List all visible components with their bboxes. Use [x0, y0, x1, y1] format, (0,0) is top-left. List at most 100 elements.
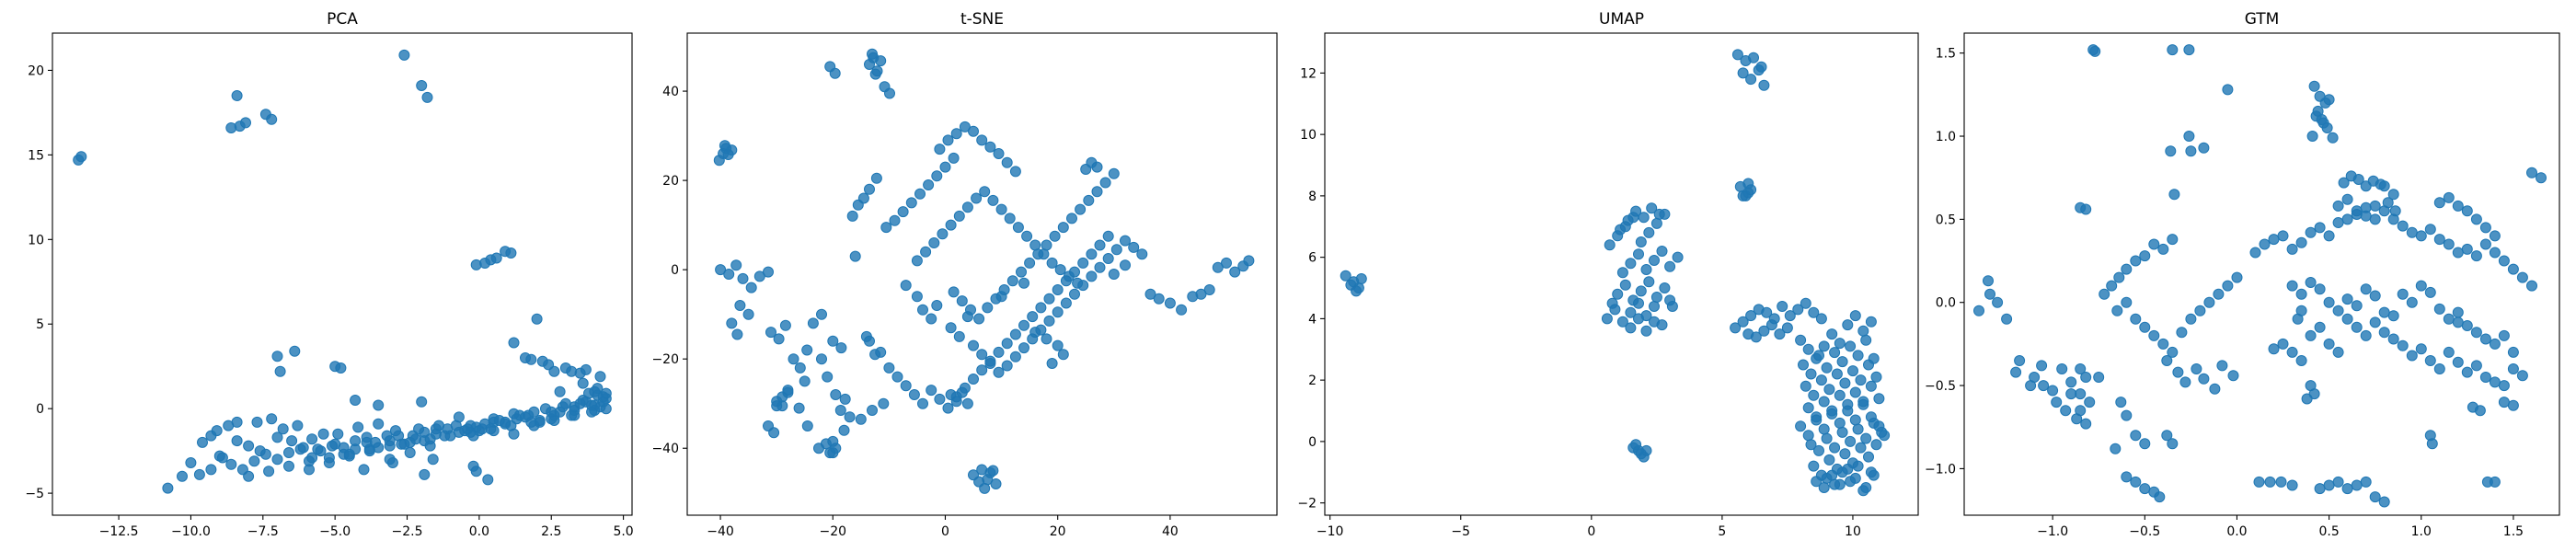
data-point: [2323, 338, 2335, 350]
data-point: [462, 423, 474, 435]
data-point: [1604, 239, 1616, 251]
data-point: [1052, 306, 1064, 318]
data-point: [801, 344, 813, 356]
data-point: [1811, 414, 1823, 426]
data-point: [942, 402, 954, 414]
data-point: [1845, 476, 1857, 488]
x-axis-tsne: −40 −20 0 20 40: [707, 515, 1179, 539]
data-point: [765, 327, 776, 339]
data-point: [829, 67, 841, 79]
data-point: [2183, 44, 2195, 56]
data-point: [485, 423, 497, 435]
data-point: [2099, 288, 2110, 300]
data-point: [1340, 270, 1351, 282]
data-point: [1203, 284, 1215, 295]
data-point: [987, 465, 999, 477]
data-point: [1873, 393, 1885, 405]
data-point: [2360, 329, 2372, 341]
y-tick-label: 4: [1308, 312, 1317, 327]
data-point: [1784, 310, 1796, 322]
data-point: [2111, 305, 2123, 316]
y-axis-gtm: −1.0 −0.5 0.0 0.5 1.0 1.5: [1925, 47, 1964, 477]
y-tick-label: −0.5: [1925, 379, 1956, 394]
data-point: [327, 440, 338, 452]
data-point: [979, 186, 991, 198]
data-point: [2139, 438, 2151, 450]
data-point: [830, 443, 842, 454]
data-point: [493, 415, 505, 426]
data-point: [917, 397, 928, 409]
data-point: [2397, 220, 2409, 232]
data-point: [2161, 430, 2173, 442]
data-point: [1083, 194, 1095, 206]
data-point: [2479, 222, 2491, 234]
data-point: [2183, 131, 2195, 142]
data-point: [2489, 376, 2501, 388]
data-point: [2406, 226, 2418, 238]
data-point: [277, 423, 289, 435]
data-point: [827, 335, 839, 347]
data-point: [2341, 293, 2353, 305]
data-point: [350, 395, 362, 406]
data-point: [869, 68, 881, 80]
data-point: [2286, 280, 2298, 292]
data-point: [2121, 471, 2133, 483]
data-point: [490, 252, 502, 264]
data-point: [1829, 478, 1841, 490]
data-point: [424, 433, 436, 445]
x-tick-label: 5.0: [613, 524, 633, 539]
data-point: [1009, 351, 1021, 362]
plot-frame: [52, 32, 633, 516]
data-point: [1731, 49, 1743, 61]
data-point: [897, 206, 909, 218]
data-point: [2249, 247, 2261, 259]
data-point: [306, 433, 318, 445]
plot-frame: [1963, 32, 2560, 516]
data-point: [1818, 423, 1830, 435]
data-point: [1852, 350, 1864, 362]
data-point: [2382, 197, 2394, 209]
y-tick-label: 12: [1300, 66, 1317, 81]
data-point: [937, 228, 949, 240]
data-point: [2121, 409, 2133, 421]
data-point: [1737, 316, 1749, 328]
data-point: [2341, 193, 2353, 205]
y-tick-label: 0: [36, 402, 44, 417]
data-point: [211, 425, 223, 437]
data-point: [771, 400, 783, 412]
data-point: [1650, 292, 1662, 303]
data-point: [546, 413, 558, 425]
data-point: [745, 282, 757, 293]
data-point: [1761, 306, 1773, 318]
data-point: [404, 447, 416, 458]
data-point: [2433, 303, 2445, 315]
x-tick-label: −10.0: [171, 524, 211, 539]
data-point: [398, 49, 410, 61]
data-point: [1351, 285, 1363, 297]
data-point: [2106, 280, 2118, 292]
data-point: [2332, 346, 2344, 358]
data-point: [2332, 217, 2344, 228]
data-point: [1638, 212, 1650, 224]
data-point: [730, 259, 742, 271]
data-point: [1870, 371, 1882, 383]
data-point: [1973, 305, 1984, 316]
data-point: [2461, 205, 2473, 217]
y-tick-label: −1.0: [1925, 462, 1956, 477]
data-point: [779, 319, 791, 331]
data-point: [1795, 334, 1807, 346]
data-point: [1108, 167, 1120, 179]
data-point: [982, 474, 994, 486]
data-point: [867, 48, 878, 60]
x-tick-label: 20: [1050, 524, 1066, 539]
data-point: [2470, 213, 2482, 225]
data-point: [2130, 313, 2142, 325]
data-point: [763, 266, 774, 278]
data-point: [2332, 476, 2344, 488]
data-point: [2167, 438, 2179, 450]
data-point: [2286, 479, 2298, 491]
data-point: [1164, 297, 1176, 309]
data-point: [231, 90, 243, 101]
data-point: [2185, 313, 2197, 325]
points-umap: [1340, 49, 1891, 497]
